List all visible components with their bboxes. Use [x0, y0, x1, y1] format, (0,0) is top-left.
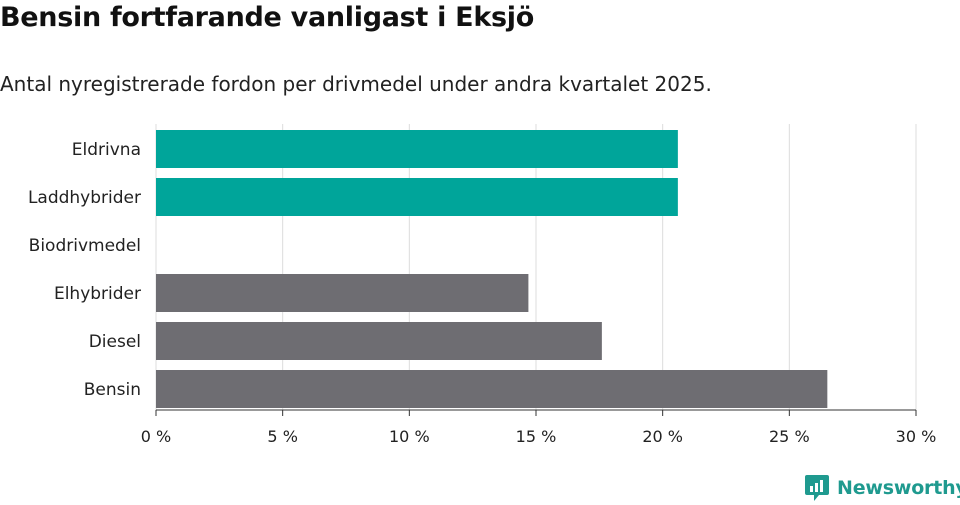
category-label: Diesel: [89, 332, 141, 352]
tick-label: 25 %: [769, 427, 810, 446]
bars: [156, 130, 828, 408]
brand-name: Newsworthy: [837, 477, 960, 499]
category-label: Laddhybrider: [28, 188, 141, 208]
category-label: Elhybrider: [54, 284, 141, 304]
bar: [156, 322, 602, 360]
newsworthy-logo: Newsworthy: [804, 474, 960, 502]
category-label: Bensin: [84, 380, 141, 400]
tick-label: 10 %: [389, 427, 430, 446]
bar: [156, 130, 678, 168]
tick-label: 15 %: [516, 427, 557, 446]
x-axis-ticks: 0 % 5 % 10 % 15 % 20 % 25 % 30 %: [141, 409, 937, 446]
tick-label: 20 %: [642, 427, 683, 446]
bar-chart: Eldrivna Laddhybrider Biodrivmedel Elhybrid…: [28, 124, 937, 446]
bar: [156, 178, 678, 216]
tick-label: 0 %: [141, 427, 171, 446]
bar: [156, 370, 828, 408]
tick-label: 5 %: [267, 427, 297, 446]
category-label: Eldrivna: [72, 140, 141, 160]
category-labels: Eldrivna Laddhybrider Biodrivmedel Elhybrid…: [28, 140, 141, 400]
chart-subtitle: Antal nyregistrerade fordon per drivmede…: [0, 72, 712, 96]
tick-label: 30 %: [896, 427, 937, 446]
chart-title: Bensin fortfarande vanligast i Eksjö: [0, 2, 534, 33]
bar: [156, 274, 529, 312]
newsworthy-chart-bubble-icon: [805, 475, 829, 501]
category-label: Biodrivmedel: [29, 236, 141, 256]
grid-lines: [155, 124, 917, 410]
